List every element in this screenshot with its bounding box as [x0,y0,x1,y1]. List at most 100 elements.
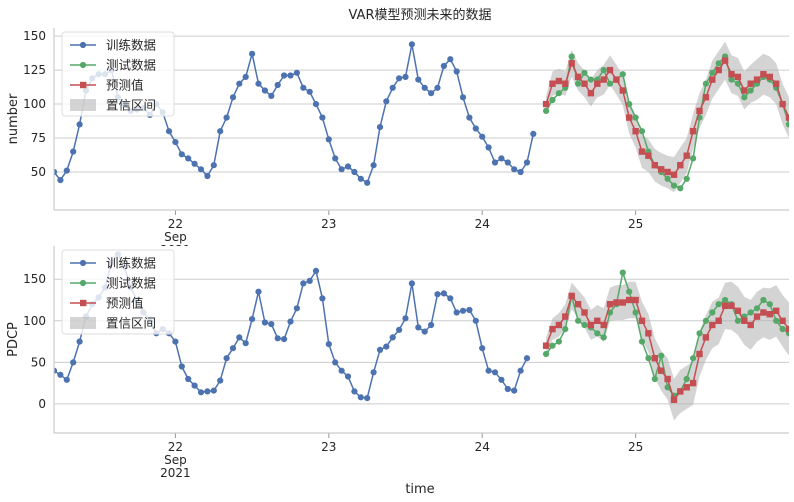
train-line-segment [213,131,221,166]
test-point [600,67,607,74]
train-point [287,318,294,325]
train-point [376,346,384,353]
train-point [408,41,415,48]
train-point [351,168,358,176]
forecast-point [626,114,633,121]
train-point [236,334,243,341]
train-line-segment [455,71,464,98]
train-line-segment [404,283,413,319]
test-point [575,80,582,87]
test-point [734,80,742,87]
train-point [54,168,58,176]
train-point [242,73,249,80]
test-line-segment [685,158,694,180]
train-point [357,394,364,401]
train-point [402,73,409,80]
forecast-line-segment [647,333,656,359]
train-point [440,290,447,297]
train-line-segment [219,357,228,381]
train-point [191,160,198,167]
test-point [638,128,646,135]
train-point [440,62,447,70]
forecast-point [664,168,671,176]
train-point [165,128,173,135]
test-line-segment [692,117,701,159]
train-point [389,334,396,341]
forecast-point [760,71,767,78]
y-tick-label: 150 [23,29,46,43]
test-point [715,301,722,308]
test-point [581,321,588,329]
train-point [344,373,352,380]
test-point [696,330,703,337]
test-line-segment [622,272,630,292]
test-point [587,76,595,83]
forecast-point [613,299,620,306]
train-point [217,128,224,135]
train-point [274,335,281,342]
train-point [447,56,454,63]
train-line-segment [72,124,81,152]
x-tick-label-day: 25 [628,440,643,454]
forecast-point [626,296,633,304]
train-point [210,387,217,394]
test-point [638,338,646,345]
train-point [300,280,307,287]
train-line-segment [462,97,471,118]
train-point [434,84,441,91]
train-point [223,355,230,362]
train-line-segment [411,283,420,328]
test-line-segment [788,333,789,335]
train-point [530,130,537,137]
train-point [274,81,281,89]
forecast-point [606,66,614,74]
forecast-line-segment [564,295,573,317]
forecast-point [574,301,582,308]
train-line-segment [328,343,336,363]
train-point [54,367,58,374]
train-point [178,363,185,370]
test-point [702,80,710,87]
train-line-segment [315,270,324,299]
train-point [396,75,403,82]
train-point [472,125,479,132]
forecast-point [753,76,761,83]
test-point [568,53,575,60]
train-line-segment [66,151,74,171]
forecast-point [600,76,607,83]
forecast-point [606,301,614,308]
train-point [428,321,435,329]
train-point [415,324,422,331]
forecast-point [741,87,748,94]
legend-label-test: 测试数据 [106,276,156,291]
train-point [332,155,339,162]
train-line-segment [372,126,381,166]
forecast-point [683,152,690,159]
test-point [600,334,607,341]
x-tick-label-month: Sep [164,230,187,244]
train-point [523,355,531,362]
train-point [293,69,300,76]
test-point [747,309,754,316]
train-point [255,80,262,87]
train-line-segment [430,294,439,326]
legend-label-train: 训练数据 [106,256,156,271]
forecast-series [542,292,789,403]
y-tick-label: 0 [38,397,46,411]
forecast-point [709,76,716,83]
forecast-point [562,80,569,87]
train-point [428,90,435,97]
legend-label-forecast: 预测值 [106,296,144,311]
train-point [236,80,243,87]
forecast-line-segment [775,83,784,105]
train-point [459,307,467,314]
train-point [261,87,268,94]
forecast-line-segment [788,329,789,332]
forecast-point [702,94,710,101]
forecast-point [651,162,658,169]
forecast-point [677,388,684,395]
train-point [57,177,64,184]
test-line-segment [685,357,694,380]
train-point [479,345,486,352]
